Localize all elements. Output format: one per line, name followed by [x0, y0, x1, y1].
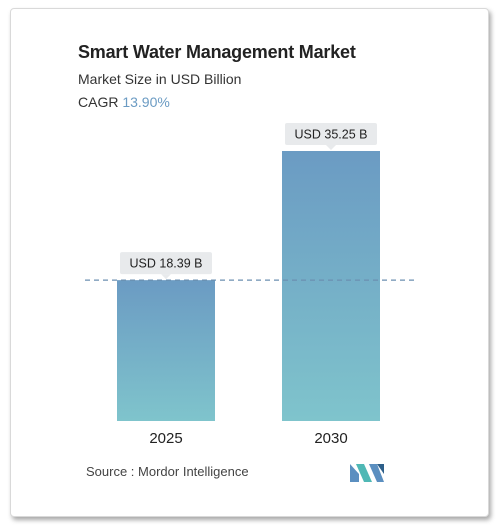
cagr-label: CAGR: [78, 94, 119, 110]
mordor-intelligence-logo-icon: [350, 464, 384, 482]
cagr-value: 13.90%: [122, 94, 170, 110]
chart-card: [10, 8, 489, 517]
cagr-line: CAGR 13.90%: [78, 94, 170, 110]
source-label: Source :: [86, 464, 135, 479]
data-label: USD 35.25 B: [295, 128, 368, 142]
data-label-pointer: [161, 274, 171, 280]
category-label: 2030: [314, 430, 347, 447]
chart-subtitle: Market Size in USD Billion: [78, 71, 242, 87]
bar-2025: [117, 280, 215, 421]
data-label: USD 18.39 B: [130, 257, 203, 271]
category-label: 2025: [149, 430, 182, 447]
data-label-pointer: [326, 145, 336, 150]
chart-title: Smart Water Management Market: [78, 42, 356, 62]
data-label-box: [285, 123, 377, 145]
source-line: Source : Mordor Intelligence: [86, 464, 249, 479]
data-label-box: [120, 252, 212, 275]
bar-2030: [282, 151, 380, 421]
source-name: Mordor Intelligence: [138, 464, 249, 479]
